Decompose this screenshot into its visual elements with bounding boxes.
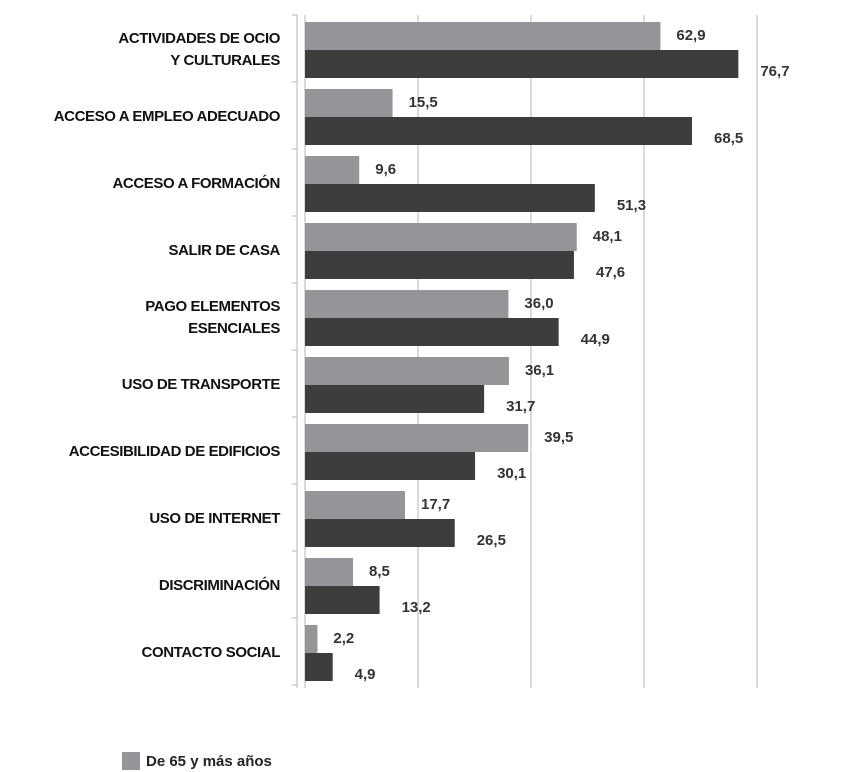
bar (305, 491, 406, 519)
y-tick-label: ACCESO A EMPLEO ADECUADO (53, 108, 281, 125)
data-label: 76,7 (760, 63, 789, 80)
y-tick-label: SALIR DE CASA (168, 242, 281, 259)
data-label: 9,6 (375, 161, 396, 178)
y-tick-label: ACCESO A FORMACIÓN (112, 175, 280, 192)
bar (305, 424, 529, 452)
y-tick-label: DISCRIMINACIÓN (158, 577, 280, 594)
bar (305, 625, 318, 653)
data-label: 44,9 (581, 331, 610, 348)
data-label: 47,6 (596, 264, 625, 281)
legend-item: De 65 y más años (122, 752, 272, 770)
data-label: 39,5 (544, 429, 573, 446)
data-label: 31,7 (506, 398, 535, 415)
y-tick-label: CONTACTO SOCIAL (141, 644, 281, 661)
bar (305, 117, 693, 145)
data-label: 48,1 (593, 228, 622, 245)
data-label: 36,1 (525, 362, 554, 379)
data-label: 62,9 (676, 27, 705, 44)
bar (305, 385, 485, 413)
bar (305, 653, 333, 681)
bar (305, 519, 455, 547)
bar (305, 586, 380, 614)
y-tick-label: USO DE INTERNET (149, 510, 280, 527)
data-label: 51,3 (617, 197, 646, 214)
bar (305, 290, 509, 318)
bar (305, 22, 661, 50)
data-label: 8,5 (369, 563, 390, 580)
data-label: 2,2 (333, 630, 354, 647)
data-label: 30,1 (497, 465, 526, 482)
bar (305, 156, 360, 184)
data-label: 4,9 (355, 666, 376, 683)
bar (305, 251, 574, 279)
bar (305, 50, 739, 78)
data-label: 13,2 (402, 599, 431, 616)
bar (305, 223, 577, 251)
data-label: 68,5 (714, 130, 743, 147)
bar (305, 89, 393, 117)
data-label: 26,5 (477, 532, 506, 549)
y-tick-label: ACTIVIDADES DE OCIO Y CULTURALES (118, 30, 280, 69)
data-label: 17,7 (421, 496, 450, 513)
bar (305, 184, 595, 212)
data-label: 15,5 (409, 94, 438, 111)
y-tick-label: USO DE TRANSPORTE (121, 376, 281, 393)
data-label: 36,0 (524, 295, 553, 312)
bar (305, 452, 476, 480)
bar (305, 357, 509, 385)
y-tick-label: PAGO ELEMENTOS ESENCIALES (145, 298, 280, 337)
legend-label: De 65 y más años (146, 752, 272, 770)
bar (305, 318, 559, 346)
legend-swatch (122, 752, 140, 770)
bar (305, 558, 354, 586)
y-tick-label: ACCESIBILIDAD DE EDIFICIOS (68, 443, 281, 460)
